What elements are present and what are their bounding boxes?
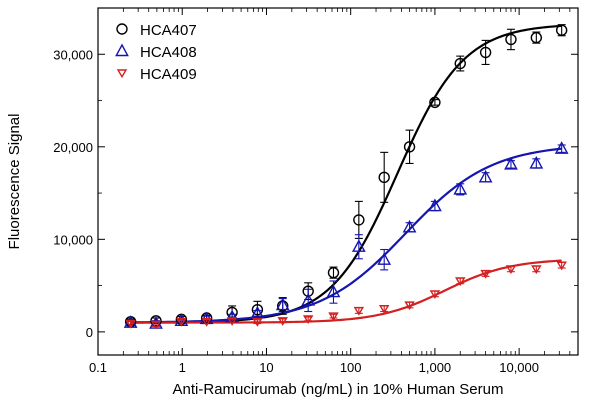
data-point-hca408 <box>428 198 442 212</box>
legend: HCA407 HCA408 HCA409 <box>115 22 197 83</box>
data-point-hca407 <box>479 46 492 59</box>
data-point-hca408 <box>377 252 392 265</box>
legend-label-hca407: HCA407 <box>140 22 197 39</box>
data-point-hca409 <box>404 301 415 311</box>
x-tick-label: 10 <box>259 360 273 375</box>
data-point-hca409 <box>455 277 466 287</box>
x-tick-label: 1 <box>179 360 186 375</box>
data-point-hca409 <box>176 317 187 327</box>
data-point-hca409 <box>252 317 263 327</box>
data-point-hca408 <box>225 309 239 323</box>
data-point-hca407 <box>251 303 264 316</box>
data-point-hca409 <box>505 265 517 275</box>
data-point-hca408 <box>402 219 417 233</box>
data-point-hca409 <box>277 317 288 326</box>
data-point-hca409 <box>125 319 136 329</box>
fit-curve-hca409 <box>130 259 562 324</box>
data-point-hca408 <box>554 141 569 154</box>
data-point-hca408 <box>478 169 493 183</box>
data-point-hca407 <box>302 285 314 297</box>
axis-ticks: 0.1 1 10 100 1,000 10,000 0 10,000 20,000 30,000 <box>53 8 579 375</box>
legend-marker-hca407 <box>116 23 128 35</box>
y-axis-title: Fluorescence Signal <box>6 114 23 250</box>
data-point-hca408 <box>301 292 316 306</box>
data-point-hca407 <box>429 96 441 109</box>
x-tick-label: 100 <box>340 360 362 375</box>
x-axis-title: Anti-Ramucirumab (ng/mL) in 10% Human Se… <box>173 381 504 398</box>
data-point-hca409 <box>378 305 390 314</box>
data-point-hca408 <box>504 156 518 170</box>
data-point-hca408 <box>250 305 265 319</box>
legend-marker-hca408 <box>115 43 129 57</box>
data-point-hca409 <box>429 290 441 300</box>
data-point-hca407 <box>277 300 289 312</box>
data-point-hca408 <box>529 155 544 169</box>
data-point-hca409 <box>531 265 542 275</box>
legend-marker-hca409 <box>116 69 128 79</box>
data-point-hca408 <box>453 181 468 195</box>
legend-label-hca408: HCA408 <box>140 44 197 61</box>
data-markers <box>123 24 569 330</box>
data-point-hca409 <box>226 317 238 326</box>
data-point-hca408 <box>351 239 366 252</box>
data-point-hca407 <box>555 24 568 36</box>
y-tick-label: 10,000 <box>53 232 93 247</box>
data-point-hca409 <box>556 261 567 271</box>
data-point-hca407 <box>454 57 466 70</box>
x-tick-label: 0.1 <box>89 360 107 375</box>
y-tick-label: 20,000 <box>53 140 93 155</box>
data-point-hca409 <box>201 317 212 327</box>
data-point-hca409 <box>302 315 314 325</box>
legend-label-hca409: HCA409 <box>140 66 197 83</box>
data-point-hca409 <box>480 269 491 279</box>
data-point-hca408 <box>326 284 341 298</box>
data-point-hca407 <box>150 315 162 327</box>
data-point-hca407 <box>327 266 340 279</box>
data-point-hca409 <box>353 306 365 316</box>
data-point-hca407 <box>403 141 416 153</box>
data-point-hca407 <box>378 171 390 184</box>
data-point-hca407 <box>530 31 543 44</box>
x-tick-label: 1,000 <box>419 360 452 375</box>
data-point-hca407 <box>505 33 517 46</box>
data-point-hca409 <box>328 312 339 322</box>
y-tick-label: 30,000 <box>53 47 93 62</box>
data-point-hca407 <box>353 214 365 226</box>
fit-curve-hca408 <box>130 147 562 324</box>
y-tick-label: 0 <box>86 325 93 340</box>
data-point-hca409 <box>150 320 162 330</box>
data-point-hca408 <box>275 297 290 311</box>
x-tick-label: 10,000 <box>499 360 539 375</box>
